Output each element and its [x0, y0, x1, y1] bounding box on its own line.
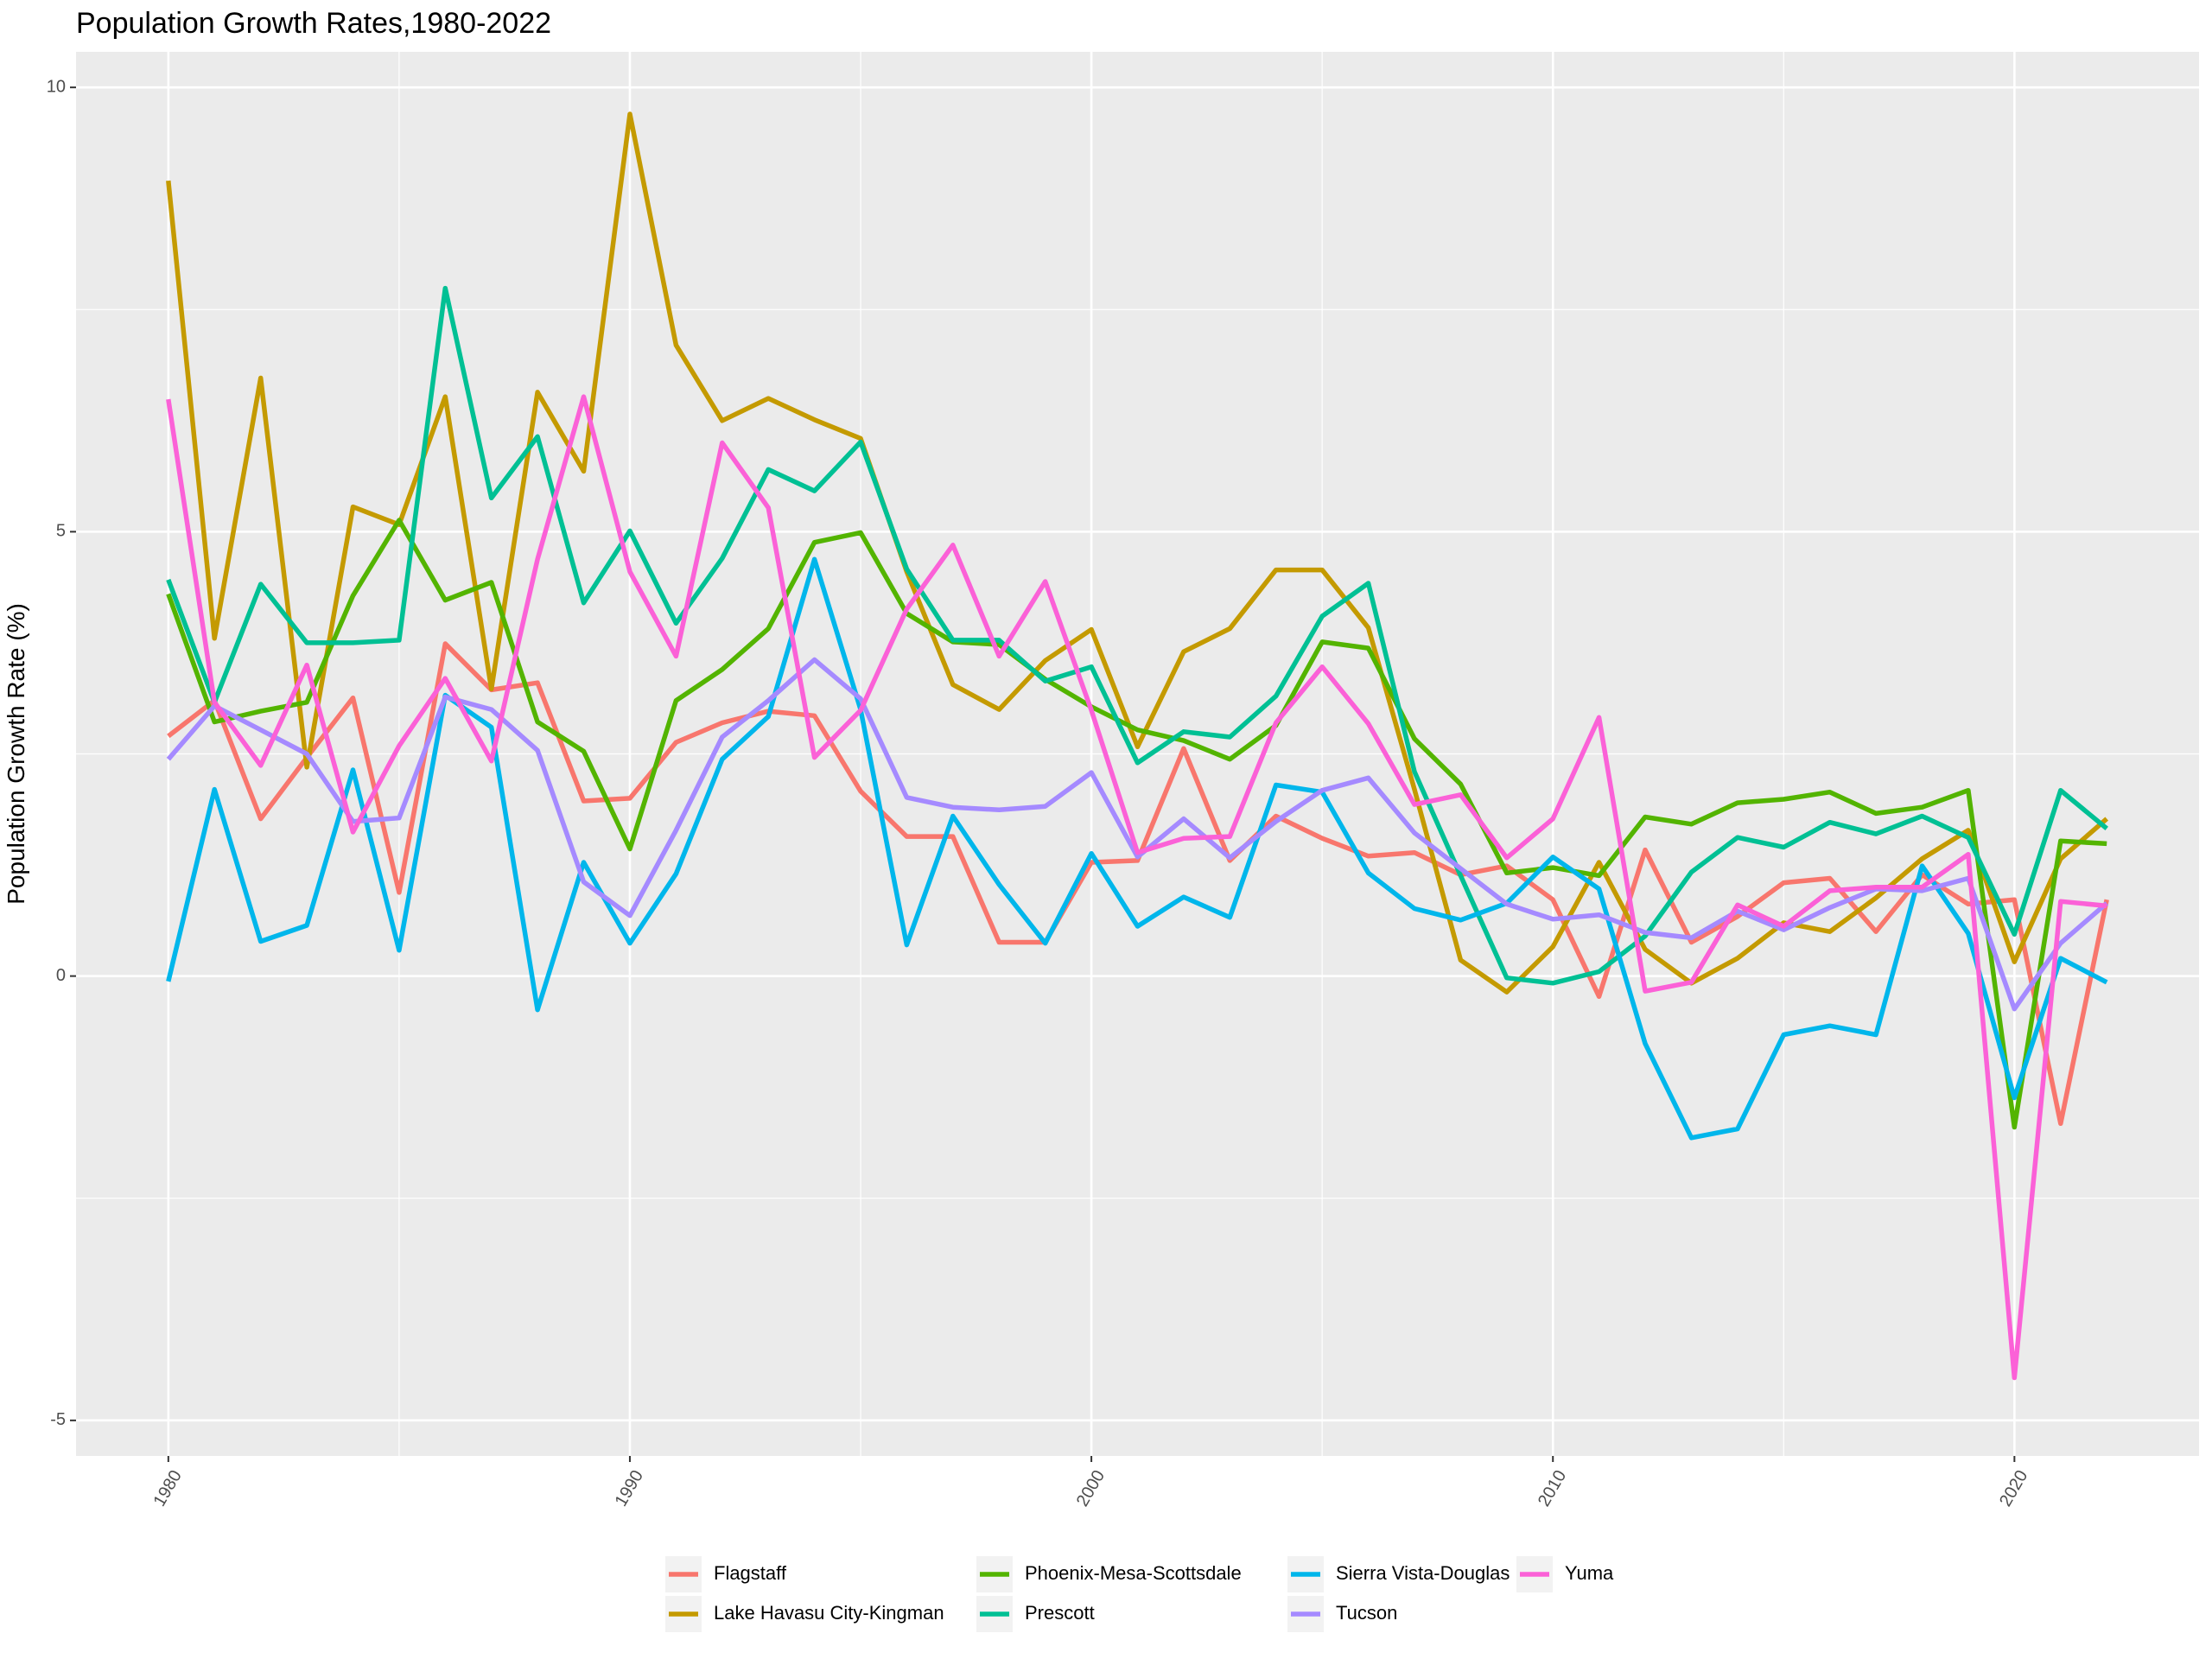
series-line-phoenix-mesa-scottsdale	[166, 518, 2107, 1130]
y-tick-label: 5	[56, 522, 66, 541]
series-line-sierra-vista-douglas	[166, 556, 2108, 1141]
x-tick-label: 2020	[1996, 1467, 2031, 1510]
legend: Flagstaff Lake Havasu City-Kingman Phoenix…	[665, 1556, 1614, 1632]
series-line-yuma	[166, 394, 2107, 1381]
series-line-lake-havasu-city-kingman	[166, 111, 2109, 995]
x-tick-label: 1990	[612, 1467, 647, 1510]
x-tick-label: 1980	[150, 1467, 186, 1510]
x-tick-labels: 1980 1990 2000 2010 2020	[150, 1467, 2032, 1510]
x-tick-label: 2000	[1073, 1467, 1109, 1510]
chart-title: Population Growth Rates,1980-2022	[76, 7, 551, 40]
legend-label-sierra-vista-douglas: Sierra Vista-Douglas	[1336, 1562, 1510, 1584]
series-line-prescott	[166, 285, 2108, 986]
y-tick-label: -5	[50, 1410, 66, 1429]
legend-label-yuma: Yuma	[1565, 1562, 1614, 1584]
y-tick-label: 10	[47, 77, 66, 96]
legend-label-flagstaff: Flagstaff	[714, 1562, 787, 1584]
series-line-tucson	[166, 657, 2109, 1012]
y-tick-label: 0	[56, 966, 66, 985]
minor-gridlines	[76, 52, 2199, 1456]
series-lines	[166, 111, 2109, 1381]
legend-label-prescott: Prescott	[1025, 1602, 1095, 1624]
y-axis-title: Population Growth Rate (%)	[3, 603, 29, 905]
axis-ticks	[70, 86, 2016, 1462]
legend-label-phoenix-mesa-scottsdale: Phoenix-Mesa-Scottsdale	[1025, 1562, 1242, 1584]
y-tick-labels: -5 0 5 10	[47, 77, 66, 1429]
x-tick-label: 2010	[1535, 1467, 1570, 1510]
major-gridlines	[76, 52, 2199, 1456]
legend-label-tucson: Tucson	[1336, 1602, 1397, 1624]
legend-label-lake-havasu-city-kingman: Lake Havasu City-Kingman	[714, 1602, 944, 1624]
